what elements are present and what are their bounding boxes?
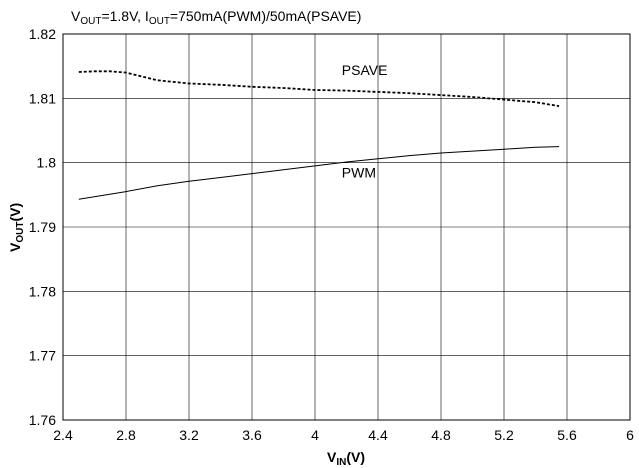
x-tick-label: 6 xyxy=(626,427,634,443)
tick-labels: 2.4 2.8 3.2 3.6 4 4.4 4.8 5.2 5.6 6 1.76 1.77 1.78 1.… xyxy=(29,26,634,443)
y-tick-label: 1.76 xyxy=(29,412,56,428)
annotations: PSAVE PWM xyxy=(342,62,388,180)
y-tick-label: 1.79 xyxy=(29,219,56,235)
x-axis-title: VIN(V) xyxy=(327,449,366,468)
caption-i-rest: =750mA(PWM)/50mA(PSAVE) xyxy=(169,8,362,24)
x-axis-title-sub: IN xyxy=(336,457,347,468)
annotation-psave: PSAVE xyxy=(342,62,388,78)
caption-v-rest: =1.8V, I xyxy=(101,8,149,24)
x-tick-label: 3.2 xyxy=(179,427,199,443)
x-tick-label: 5.2 xyxy=(494,427,514,443)
x-tick-label: 4.8 xyxy=(431,427,451,443)
annotation-pwm: PWM xyxy=(342,164,376,180)
series-group xyxy=(78,70,560,200)
y-tick-label: 1.81 xyxy=(29,90,56,106)
test-conditions-caption: VOUT=1.8V, IOUT=750mA(PWM)/50mA(PSAVE) xyxy=(71,8,362,27)
y-tick-label: 1.8 xyxy=(37,155,57,171)
y-tick-label: 1.82 xyxy=(29,26,56,42)
caption-v-sub: OUT xyxy=(80,16,102,27)
x-tick-label: 2.8 xyxy=(116,427,136,443)
grid xyxy=(62,33,631,421)
series-line-pwm xyxy=(78,146,560,200)
caption-i-sub: OUT xyxy=(148,16,170,27)
x-tick-label: 4.4 xyxy=(368,427,388,443)
y-axis-title: VOUT(V) xyxy=(7,202,26,252)
y-axis-title-sub: OUT xyxy=(15,221,26,243)
x-tick-label: 3.6 xyxy=(242,427,262,443)
series-line-psave xyxy=(78,70,560,107)
x-tick-label: 4 xyxy=(311,427,319,443)
x-axis-title-unit: (V) xyxy=(346,449,366,465)
y-tick-label: 1.77 xyxy=(29,348,56,364)
plot-area-border xyxy=(62,33,631,421)
caption-v-main: V xyxy=(71,8,81,24)
y-axis-title-main: V xyxy=(7,242,23,252)
x-tick-label: 5.6 xyxy=(557,427,577,443)
x-axis-title-main: V xyxy=(327,449,337,465)
x-tick-label: 2.4 xyxy=(53,427,73,443)
y-tick-label: 1.78 xyxy=(29,283,56,299)
y-axis-title-unit: (V) xyxy=(7,202,23,222)
